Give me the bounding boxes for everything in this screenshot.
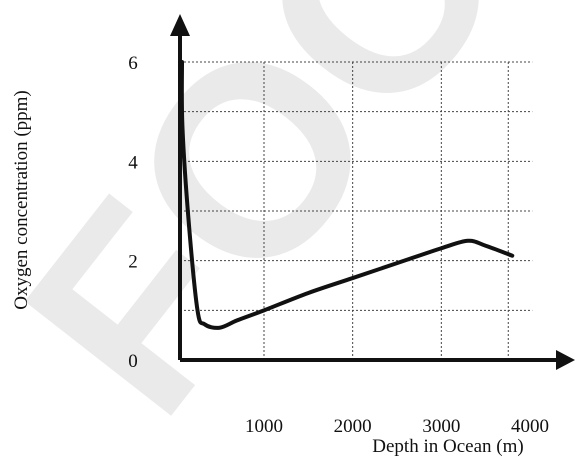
- y-tick-labels: 0 2 4 6: [128, 53, 138, 372]
- y-tick-label: 6: [128, 53, 138, 74]
- y-tick-label: 0: [128, 351, 138, 372]
- y-axis-arrow-icon: [170, 14, 190, 36]
- x-axis-title: Depth in Ocean (m): [372, 436, 523, 457]
- y-tick-label: 4: [128, 152, 138, 173]
- x-tick-label: 3000: [422, 416, 460, 437]
- series-layer: [179, 60, 515, 330]
- x-axis-arrow-icon: [556, 350, 575, 370]
- y-tick-label: 2: [128, 252, 138, 273]
- x-tick-label: 4000: [511, 416, 549, 437]
- x-tick-label: 1000: [245, 416, 283, 437]
- x-tick-label: 2000: [334, 416, 372, 437]
- y-axis-title: Oxygen concentration (ppm): [11, 90, 32, 309]
- chart-grid: [180, 61, 533, 360]
- x-tick-labels: 1000 2000 3000 4000: [245, 416, 549, 437]
- series-line: [179, 60, 515, 330]
